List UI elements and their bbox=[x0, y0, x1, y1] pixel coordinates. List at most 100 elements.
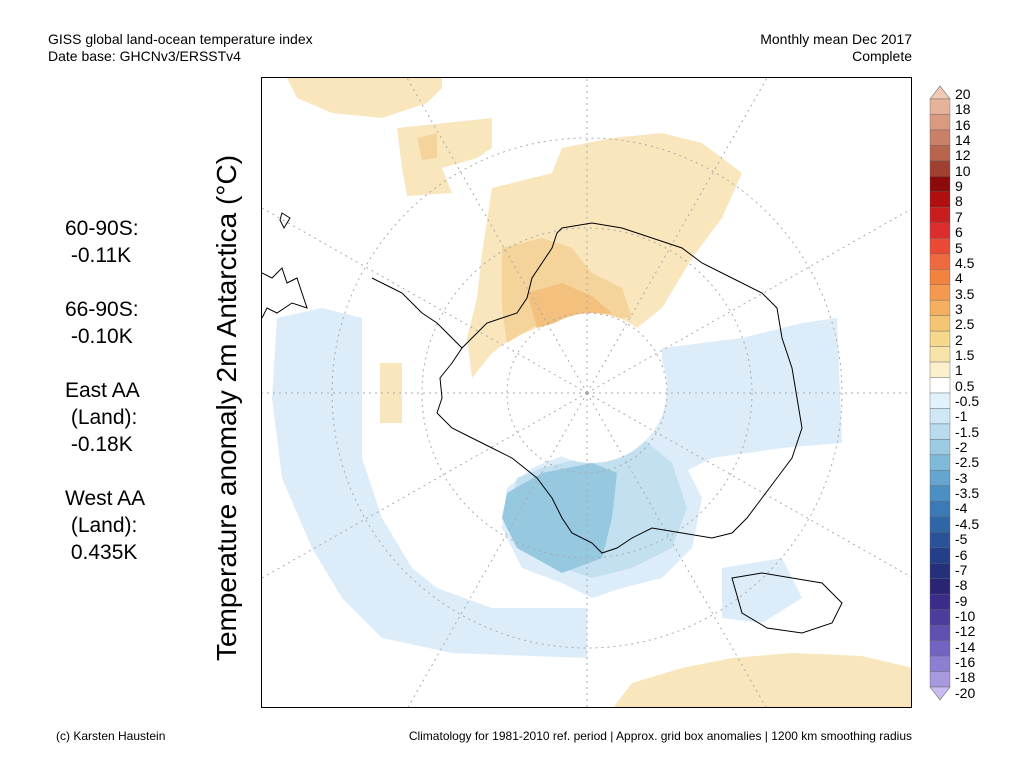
colorbar-tick-label: -6 bbox=[955, 546, 968, 563]
colorbar-swatch bbox=[929, 222, 951, 239]
stat-sublabel: (Land): bbox=[65, 514, 138, 537]
colorbar-swatch bbox=[929, 129, 951, 146]
colorbar-tick-label: -3 bbox=[955, 469, 968, 486]
colorbar-swatch bbox=[929, 315, 951, 332]
colorbar-tick-label: 7 bbox=[955, 208, 963, 225]
colorbar-swatch bbox=[929, 114, 951, 131]
colorbar-swatch bbox=[929, 330, 951, 347]
footnote-label: Climatology for 1981-2010 ref. period | … bbox=[408, 729, 912, 743]
colorbar-graphic bbox=[929, 85, 951, 701]
colorbar-tick-label: 10 bbox=[955, 162, 971, 179]
anomaly-region bbox=[502, 463, 617, 573]
anomaly-region bbox=[613, 653, 911, 707]
colorbar-swatch bbox=[929, 207, 951, 223]
colorbar-tick-label: -1 bbox=[955, 408, 968, 425]
peninsula-coastline bbox=[371, 277, 463, 349]
colorbar-tick-label: -8 bbox=[955, 577, 968, 594]
colorbar-tick-label: 2 bbox=[955, 331, 963, 348]
colorbar-tick-label: 3 bbox=[955, 300, 963, 317]
colorbar-swatch bbox=[929, 408, 951, 425]
colorbar-swatch bbox=[929, 532, 951, 548]
stat-66-90s: 66-90S: -0.10K bbox=[65, 296, 215, 350]
colorbar-swatch bbox=[929, 85, 951, 100]
colorbar-swatch bbox=[929, 238, 951, 254]
chart-title: GISS global land-ocean temperature index bbox=[48, 31, 313, 47]
colorbar-tick-label: -2 bbox=[955, 439, 968, 456]
colorbar-swatch bbox=[929, 439, 951, 456]
colorbar-tick-label: 8 bbox=[955, 193, 963, 210]
south-america-coastline bbox=[262, 267, 308, 319]
colorbar-swatch bbox=[929, 686, 951, 701]
colorbar-swatch bbox=[929, 563, 951, 579]
colorbar-tick-label: -5 bbox=[955, 531, 968, 548]
colorbar-tick-label: 18 bbox=[955, 101, 971, 118]
anomaly-region bbox=[662, 318, 842, 473]
header-left: GISS global land-ocean temperature index… bbox=[48, 31, 313, 65]
stat-value: 0.435K bbox=[65, 541, 138, 564]
island-coastline bbox=[279, 212, 291, 230]
colorbar-tick-label: 5 bbox=[955, 239, 963, 256]
colorbar-swatch bbox=[929, 253, 951, 270]
antarctica-coastline bbox=[436, 222, 803, 554]
colorbar-swatch bbox=[929, 547, 951, 564]
stat-east-aa: East AA (Land): -0.18K bbox=[65, 377, 215, 458]
colorbar-swatch bbox=[929, 454, 951, 471]
colorbar bbox=[929, 85, 951, 701]
colorbar-tick-label: -16 bbox=[955, 653, 976, 670]
colorbar-swatch bbox=[929, 176, 951, 193]
stat-west-aa: West AA (Land): 0.435K bbox=[65, 485, 215, 566]
colorbar-swatch bbox=[929, 624, 951, 641]
colorbar-swatch bbox=[929, 299, 951, 316]
colorbar-tick-label: 2.5 bbox=[955, 316, 975, 333]
colorbar-swatch bbox=[929, 501, 951, 517]
colorbar-swatch bbox=[929, 470, 951, 487]
colorbar-swatch bbox=[929, 145, 951, 162]
database-label: Date base: GHCNv3/ERSSTv4 bbox=[48, 48, 241, 64]
colorbar-swatch bbox=[929, 98, 951, 115]
colorbar-tick-label: -20 bbox=[955, 684, 976, 701]
anomaly-region bbox=[527, 283, 612, 328]
stat-sublabel: (Land): bbox=[65, 406, 138, 429]
anomaly-region bbox=[272, 308, 587, 658]
stat-value: -0.18K bbox=[65, 433, 133, 456]
stat-label: 60-90S: bbox=[65, 217, 139, 240]
period-label: Monthly mean Dec 2017 bbox=[760, 31, 912, 47]
lon-grid bbox=[262, 78, 911, 707]
colorbar-tick-label: 0.5 bbox=[955, 377, 975, 394]
colorbar-swatch bbox=[929, 346, 951, 363]
stat-label: East AA bbox=[65, 379, 140, 402]
stat-value: -0.10K bbox=[65, 325, 133, 348]
antarctica-map bbox=[262, 78, 911, 707]
colorbar-tick-label: -3.5 bbox=[955, 485, 980, 502]
colorbar-swatch bbox=[929, 361, 951, 378]
colorbar-swatch bbox=[929, 284, 951, 301]
anomaly-region bbox=[380, 363, 402, 423]
stat-value: -0.11K bbox=[65, 244, 132, 267]
colorbar-swatch bbox=[929, 655, 951, 672]
map-panel bbox=[261, 77, 912, 708]
colorbar-tick-label: -9 bbox=[955, 592, 968, 609]
colorbar-tick-label: -12 bbox=[955, 623, 976, 640]
colorbar-tick-label: 3.5 bbox=[955, 285, 975, 302]
anomaly-region bbox=[287, 78, 442, 118]
colorbar-tick-label: -7 bbox=[955, 561, 968, 578]
colorbar-tick-label: 16 bbox=[955, 116, 971, 133]
colorbar-tick-label: 9 bbox=[955, 178, 963, 195]
colorbar-swatch bbox=[929, 423, 951, 440]
stat-60-90s: 60-90S: -0.11K bbox=[65, 215, 215, 269]
colorbar-tick-label: -2.5 bbox=[955, 454, 980, 471]
stats-panel: 60-90S: -0.11K 66-90S: -0.10K East AA (L… bbox=[65, 215, 215, 593]
colorbar-swatch bbox=[929, 640, 951, 657]
y-axis-label: Temperature anomaly 2m Antarctica (°C) bbox=[211, 154, 242, 662]
colorbar-tick-label: -18 bbox=[955, 669, 976, 686]
colorbar-swatch bbox=[929, 377, 951, 394]
colorbar-tick-label: 1.5 bbox=[955, 346, 975, 363]
colorbar-swatch bbox=[929, 609, 951, 626]
colorbar-tick-label: -1.5 bbox=[955, 423, 980, 440]
colorbar-swatch bbox=[929, 392, 951, 409]
australia-coastline bbox=[731, 572, 843, 634]
colorbar-tick-label: 4.5 bbox=[955, 254, 975, 271]
colorbar-swatch bbox=[929, 485, 951, 502]
colorbar-tick-label: -10 bbox=[955, 607, 976, 624]
colorbar-swatch bbox=[929, 593, 951, 610]
